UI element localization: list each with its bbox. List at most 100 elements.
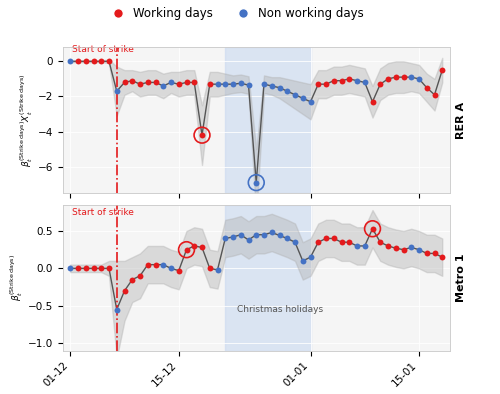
Point: [175, 81, 183, 87]
Legend: Working days, Non working days: Working days, Non working days: [102, 2, 368, 24]
Point: [276, 85, 283, 91]
Point: [182, 247, 190, 253]
Point: [338, 239, 345, 245]
Point: [291, 239, 299, 245]
Point: [423, 85, 431, 91]
Point: [237, 232, 245, 238]
Point: [128, 78, 136, 84]
Point: [314, 239, 322, 245]
Point: [190, 243, 198, 249]
Point: [353, 243, 361, 249]
Point: [198, 132, 206, 138]
Point: [252, 179, 260, 186]
Point: [260, 81, 268, 87]
Point: [400, 74, 407, 80]
Y-axis label: Metro 1: Metro 1: [456, 253, 466, 302]
Point: [206, 81, 214, 87]
Point: [322, 81, 330, 87]
Point: [97, 58, 106, 65]
Point: [368, 226, 376, 232]
Point: [384, 76, 392, 82]
Point: [361, 79, 369, 85]
Point: [252, 232, 260, 238]
Point: [152, 79, 160, 85]
Point: [198, 244, 206, 251]
Point: [368, 226, 376, 232]
Text: Christmas holidays: Christmas holidays: [237, 305, 323, 314]
Text: Start of strike: Start of strike: [72, 45, 134, 54]
Point: [82, 58, 90, 65]
Point: [376, 81, 384, 87]
Bar: [225, 47, 310, 193]
Point: [144, 79, 152, 85]
Point: [438, 254, 446, 260]
Point: [260, 232, 268, 238]
Point: [105, 265, 113, 271]
Point: [229, 234, 237, 240]
Point: [330, 78, 338, 84]
Point: [120, 79, 128, 85]
Point: [113, 307, 121, 313]
Point: [144, 262, 152, 268]
Point: [190, 79, 198, 85]
Point: [384, 243, 392, 249]
Point: [105, 58, 113, 65]
Point: [353, 78, 361, 84]
Point: [276, 232, 283, 239]
Point: [214, 267, 222, 273]
Point: [159, 262, 167, 268]
Point: [74, 265, 82, 271]
Point: [400, 247, 407, 253]
Point: [330, 235, 338, 242]
Point: [90, 58, 98, 65]
Point: [392, 245, 400, 251]
Point: [97, 265, 106, 271]
Point: [159, 83, 167, 89]
Point: [283, 235, 291, 242]
Point: [368, 98, 376, 105]
Point: [345, 239, 353, 245]
Y-axis label: $\beta_t^{(\mathrm{Strike\,days})} X_t^{(\mathrm{Strike\,days})}$: $\beta_t^{(\mathrm{Strike\,days})} X_t^{…: [18, 74, 34, 167]
Point: [338, 78, 345, 84]
Point: [376, 239, 384, 245]
Point: [407, 74, 415, 80]
Point: [268, 229, 276, 236]
Point: [291, 91, 299, 98]
Point: [152, 262, 160, 268]
Point: [74, 58, 82, 65]
Point: [430, 250, 438, 256]
Point: [167, 265, 175, 271]
Point: [221, 235, 229, 242]
Point: [128, 277, 136, 283]
Point: [407, 244, 415, 251]
Point: [136, 81, 144, 87]
Point: [120, 288, 128, 294]
Point: [306, 98, 314, 105]
Point: [423, 250, 431, 256]
Point: [182, 79, 190, 85]
Point: [214, 81, 222, 87]
Point: [66, 265, 74, 271]
Point: [206, 265, 214, 271]
Point: [66, 58, 74, 65]
Point: [345, 76, 353, 82]
Point: [229, 81, 237, 87]
Point: [136, 273, 144, 279]
Point: [252, 179, 260, 186]
Point: [415, 76, 423, 82]
Point: [221, 81, 229, 87]
Text: Start of strike: Start of strike: [72, 208, 134, 217]
Point: [361, 243, 369, 249]
Point: [430, 91, 438, 98]
Point: [438, 67, 446, 73]
Point: [237, 80, 245, 86]
Point: [322, 235, 330, 242]
Y-axis label: RER A: RER A: [456, 102, 466, 139]
Y-axis label: $\beta_t^{(\mathrm{Strike\,days})}$: $\beta_t^{(\mathrm{Strike\,days})}$: [8, 254, 25, 301]
Point: [314, 81, 322, 87]
Point: [415, 247, 423, 253]
Point: [182, 247, 190, 253]
Point: [167, 79, 175, 85]
Point: [175, 268, 183, 274]
Bar: [225, 205, 310, 351]
